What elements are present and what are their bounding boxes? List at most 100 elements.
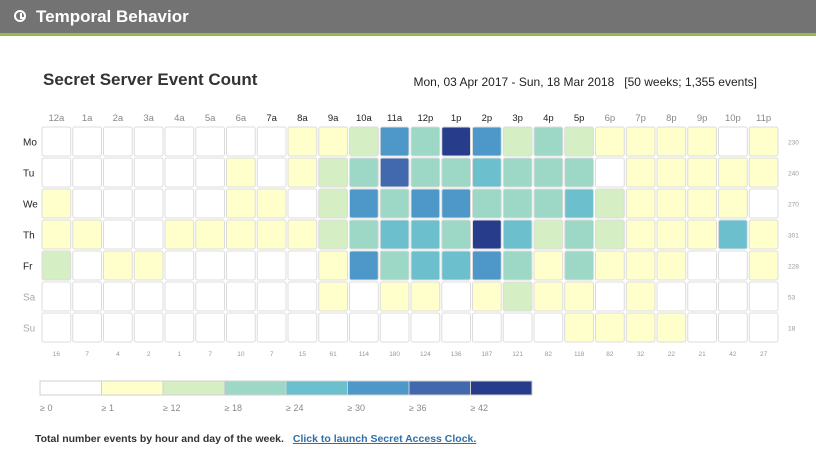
heat-cell <box>133 157 164 188</box>
heat-cell <box>595 157 625 188</box>
heat-cell <box>718 312 748 343</box>
legend-label: ≥ 1 <box>102 403 114 413</box>
column-total: 16 <box>53 351 61 358</box>
heat-cell <box>164 281 195 312</box>
heat-cell <box>687 126 717 157</box>
heat-cell <box>349 312 379 343</box>
heat-cell <box>625 219 656 250</box>
heat-cell <box>472 312 502 343</box>
heat-cell <box>349 281 379 312</box>
column-total: 121 <box>512 351 523 358</box>
day-label: Mo <box>23 138 37 149</box>
heat-cell <box>41 157 72 188</box>
heat-cell <box>379 188 410 219</box>
heat-cell <box>164 126 195 157</box>
legend-label: ≥ 30 <box>348 403 365 413</box>
hour-label: 7p <box>635 113 646 124</box>
column-total: 7 <box>270 351 274 358</box>
heat-cell <box>502 219 533 250</box>
heat-cell <box>718 250 748 281</box>
heat-cell <box>502 126 533 157</box>
day-label: Fr <box>23 262 33 273</box>
column-total: 42 <box>729 351 737 358</box>
heat-cell <box>103 188 133 219</box>
heat-cell <box>564 250 594 281</box>
day-label: Su <box>23 324 35 335</box>
heat-cell <box>103 312 133 343</box>
legend-swatch <box>162 380 225 396</box>
heat-cell <box>625 126 656 157</box>
footer-text: Total number events by hour and day of t… <box>35 433 284 445</box>
heat-cell <box>256 312 287 343</box>
heat-cell <box>718 188 748 219</box>
legend-swatch <box>39 380 102 396</box>
heat-cell <box>410 126 441 157</box>
heat-cell <box>287 219 318 250</box>
heat-cell <box>103 219 133 250</box>
hour-label: 7a <box>266 113 277 124</box>
heat-cell <box>379 219 410 250</box>
column-total: 7 <box>208 351 212 358</box>
column-total: 21 <box>699 351 707 358</box>
heat-cell <box>441 157 471 188</box>
heat-cell <box>595 126 625 157</box>
heat-cell <box>564 126 594 157</box>
heat-cell <box>718 219 748 250</box>
heat-cell <box>656 188 687 219</box>
heat-cell <box>195 281 225 312</box>
panel-header: Temporal Behavior <box>0 0 816 36</box>
heat-cell <box>379 281 410 312</box>
hour-label: 12a <box>48 113 65 124</box>
heat-cell <box>256 250 287 281</box>
row-total: 53 <box>788 295 796 302</box>
column-total: 61 <box>330 351 338 358</box>
column-total: 118 <box>574 351 585 358</box>
row-total: 228 <box>788 264 799 271</box>
column-total: 82 <box>606 351 614 358</box>
hour-label: 12p <box>417 113 433 124</box>
heat-cell <box>379 312 410 343</box>
heat-cell <box>687 250 717 281</box>
column-total: 32 <box>637 351 645 358</box>
heat-cell <box>195 126 225 157</box>
column-total: 15 <box>299 351 307 358</box>
secret-access-clock-link[interactable]: Click to launch Secret Access Clock. <box>292 433 477 445</box>
heat-cell <box>748 188 779 219</box>
heat-cell <box>41 219 72 250</box>
hour-label: 8a <box>297 113 308 124</box>
column-total: 4 <box>116 351 120 358</box>
heat-cell <box>441 250 471 281</box>
heat-cell <box>687 157 717 188</box>
heat-cell <box>164 157 195 188</box>
heat-cell <box>41 250 72 281</box>
heat-cell <box>103 250 133 281</box>
heat-cell <box>564 188 594 219</box>
heat-cell <box>502 188 533 219</box>
heat-cell <box>656 157 687 188</box>
legend-swatch <box>347 380 410 396</box>
heat-cell <box>410 157 441 188</box>
heat-cell <box>318 157 348 188</box>
heat-cell <box>133 281 164 312</box>
heat-cell <box>226 157 256 188</box>
heat-cell <box>318 250 348 281</box>
heat-cell <box>472 281 502 312</box>
day-label: Tu <box>23 169 34 180</box>
hour-label: 6p <box>605 113 616 124</box>
heat-cell <box>687 312 717 343</box>
heat-cell <box>349 250 379 281</box>
column-total: 10 <box>237 351 245 358</box>
hour-label: 1a <box>82 113 93 124</box>
column-total: 187 <box>481 351 492 358</box>
hour-label: 3p <box>512 113 523 124</box>
hour-label: 5p <box>574 113 585 124</box>
heat-cell <box>748 312 779 343</box>
heat-cell <box>533 126 564 157</box>
heat-cell <box>133 188 164 219</box>
heat-cell <box>72 219 102 250</box>
legend-swatch <box>224 380 287 396</box>
heat-cell <box>472 219 502 250</box>
heat-cell <box>748 126 779 157</box>
heat-cell <box>287 250 318 281</box>
heat-cell <box>564 312 594 343</box>
